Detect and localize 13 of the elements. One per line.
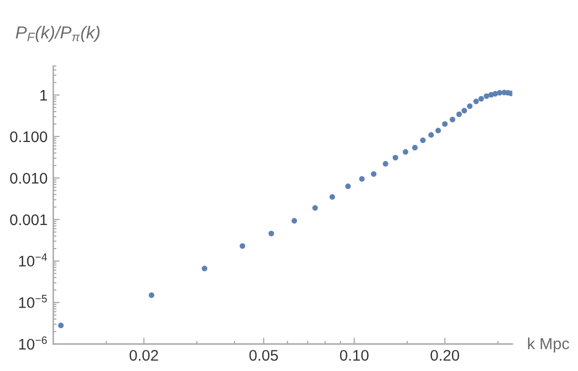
y-tick-label: 0.100 [10,131,48,142]
y-axis-title: P$_{F}$(k)/P$_{π}$(k) [16,26,100,42]
y-tick-label: 0.001 [10,214,48,226]
x-axis-title: k Mpc [528,338,570,352]
x-tick-label: 0.05 [249,350,278,361]
x-tick-label: 0.20 [430,350,460,361]
x-tick-label: 0.02 [130,350,158,361]
y-tick-label: 1 [40,90,47,101]
y-tick-label: 0.010 [10,172,48,184]
y-tick-label: 10$^{−4}$ [19,253,47,267]
y-tick-label: 10$^{−6}$ [19,336,47,350]
y-tick-label: 10$^{−5}$ [19,294,47,308]
x-tick-label: 0.10 [340,350,369,361]
